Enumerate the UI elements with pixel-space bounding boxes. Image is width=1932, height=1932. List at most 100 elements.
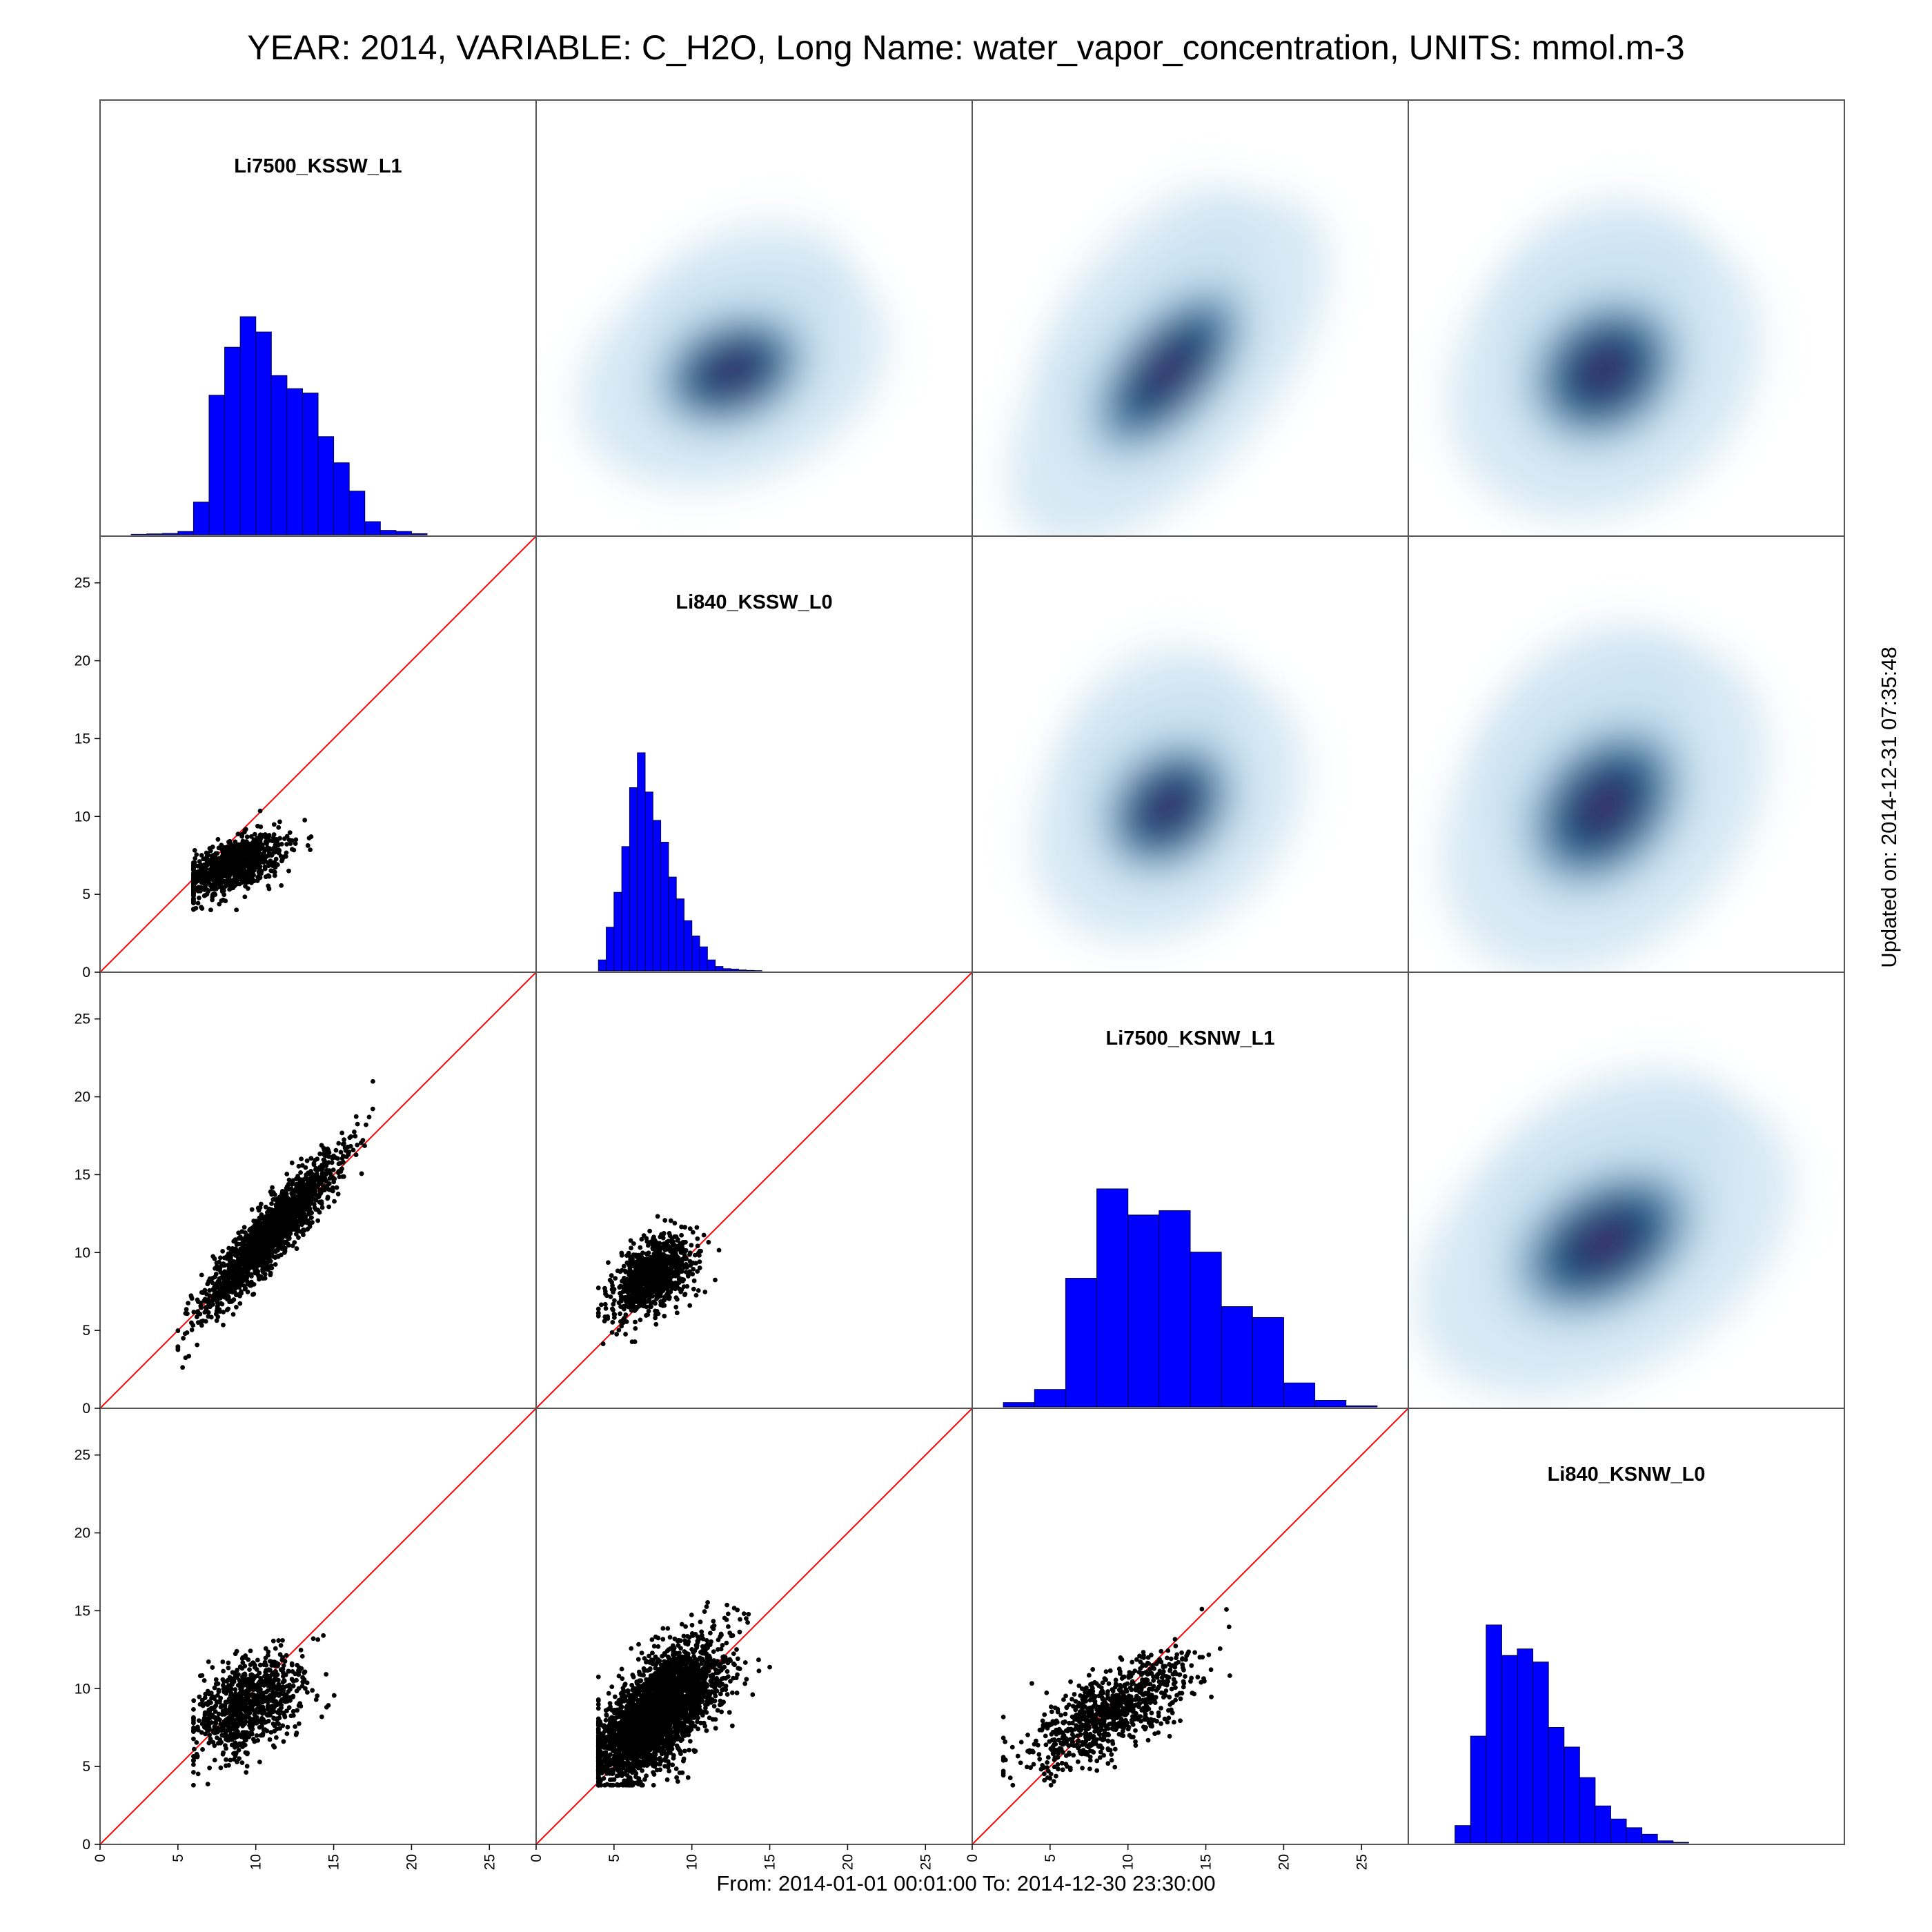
density-core xyxy=(618,282,847,459)
scatter-point xyxy=(286,1668,292,1674)
scatter-point xyxy=(310,1191,315,1196)
chart-title: YEAR: 2014, VARIABLE: C_H2O, Long Name: … xyxy=(247,28,1685,67)
scatter-point xyxy=(269,1672,275,1677)
scatter-point xyxy=(660,1288,665,1294)
scatter-point xyxy=(280,1655,286,1660)
scatter-point xyxy=(284,1219,289,1224)
scatter-point xyxy=(282,1678,287,1684)
scatter-point xyxy=(233,1262,239,1268)
scatter-point xyxy=(251,1687,257,1692)
histogram-bar xyxy=(746,969,755,972)
scatter-point xyxy=(347,1135,353,1141)
scatter-point xyxy=(213,1677,219,1682)
scatter-point xyxy=(246,871,251,876)
scatter-point xyxy=(287,830,293,836)
histogram-bar xyxy=(395,531,412,535)
scatter-point xyxy=(212,876,217,882)
scatter-point xyxy=(257,1220,262,1225)
histogram-bar xyxy=(660,842,669,972)
scatter-point xyxy=(299,1191,305,1196)
scatter-point xyxy=(202,1712,208,1717)
scatter-point xyxy=(213,1283,219,1288)
scatter-point xyxy=(704,1638,709,1643)
scatter-point xyxy=(258,824,264,829)
scatter-point xyxy=(321,1633,326,1638)
scatter-point xyxy=(689,1243,694,1248)
scatter-point xyxy=(249,1207,255,1212)
scatter-point xyxy=(274,1726,279,1732)
scatter-point xyxy=(603,1305,609,1311)
scatter-point xyxy=(175,1328,181,1333)
scatter-point xyxy=(315,1218,321,1223)
scatter-point xyxy=(305,1220,310,1225)
scatter-point xyxy=(332,1199,337,1204)
scatter-point xyxy=(201,862,207,867)
scatter-point xyxy=(622,1303,628,1309)
scatter-point xyxy=(231,1718,237,1724)
scatter-point xyxy=(283,854,288,859)
scatter-point xyxy=(646,1256,651,1262)
scatter-point xyxy=(661,1241,667,1247)
scatter-point xyxy=(247,1263,253,1268)
scatter-point xyxy=(305,1180,310,1185)
density-region xyxy=(1032,642,1305,943)
scatter-point xyxy=(279,883,284,888)
scatter-point xyxy=(662,1254,668,1260)
scatter-point xyxy=(653,1308,658,1314)
scatter-point xyxy=(191,1698,197,1704)
scatter-point xyxy=(262,850,267,856)
scatter-point xyxy=(251,1281,257,1287)
scatter-point xyxy=(649,1279,655,1284)
scatter-point xyxy=(261,860,266,865)
scatter-point xyxy=(646,1308,651,1314)
scatter-point xyxy=(221,1310,226,1314)
scatter-point xyxy=(321,1157,326,1163)
scatter-point xyxy=(697,1265,702,1270)
scatter-point xyxy=(657,1264,662,1269)
scatter-point xyxy=(280,1190,285,1195)
scatter-point xyxy=(244,1770,249,1775)
scatter-point xyxy=(653,1301,658,1306)
scatter-point xyxy=(702,1289,708,1294)
scatter-point xyxy=(215,837,221,842)
scatter-point xyxy=(195,1309,200,1314)
scatter-point xyxy=(233,1246,238,1252)
scatter-point xyxy=(239,1246,244,1252)
scatter-point xyxy=(259,1223,265,1229)
scatter-point xyxy=(224,1757,228,1762)
scatter-point xyxy=(251,856,256,861)
scatter-point xyxy=(666,1289,671,1294)
scatter-point xyxy=(257,1670,262,1676)
scatter-point xyxy=(196,1718,201,1724)
scatter-point xyxy=(668,1218,673,1223)
density-core xyxy=(1465,1128,1744,1357)
scatter-point xyxy=(240,1660,246,1666)
scatter-point xyxy=(279,1227,284,1232)
scatter-point xyxy=(228,1757,233,1763)
scatter-point xyxy=(195,900,201,906)
scatter-point xyxy=(273,1202,279,1208)
scatter-point xyxy=(248,1648,253,1654)
scatter-point xyxy=(695,1269,700,1274)
scatter-point xyxy=(682,1225,687,1230)
scatter-point xyxy=(659,1232,664,1237)
scatter-point xyxy=(268,1659,274,1664)
scatter-point xyxy=(622,1280,627,1285)
scatter-point xyxy=(244,1737,248,1743)
scatter-point xyxy=(615,1268,620,1274)
histogram-bar xyxy=(606,927,615,972)
scatter-point xyxy=(676,1261,682,1266)
scatter-point xyxy=(239,1760,245,1766)
scatter-point xyxy=(246,886,250,891)
scatter-point xyxy=(205,1728,210,1733)
density-core xyxy=(1067,705,1270,908)
scatter-point xyxy=(196,885,201,889)
scatter-point xyxy=(247,1667,252,1672)
scatter-point xyxy=(286,1187,291,1192)
scatter-point xyxy=(274,1226,279,1231)
scatter-point xyxy=(275,1208,280,1213)
scatter-point xyxy=(306,836,312,840)
scatter-point xyxy=(595,1285,601,1290)
scatter-point xyxy=(228,878,234,883)
scatter-point xyxy=(614,1332,620,1337)
